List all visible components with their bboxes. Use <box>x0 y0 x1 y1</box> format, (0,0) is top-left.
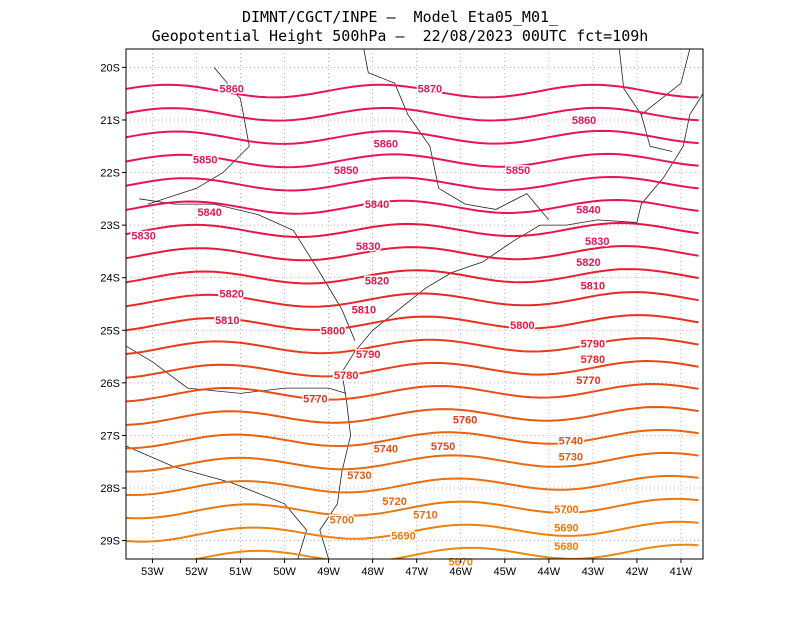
contour-line-5830 <box>126 175 699 192</box>
lon-tick-label: 42W <box>626 566 649 578</box>
lon-tick-label: 50W <box>273 566 296 578</box>
contour-labels: 5870 5860 5860 5860 5850 5850 5850 5840 5840 5840… <box>130 82 611 570</box>
contour-line-5870 <box>126 83 699 99</box>
contour-label: 5850 <box>506 165 530 177</box>
coastline-segment <box>363 49 550 221</box>
lon-tick-label: 53W <box>141 566 164 578</box>
contour-label: 5780 <box>581 354 605 366</box>
contour-line-5720 <box>126 428 699 450</box>
contour-label: 5840 <box>576 204 600 216</box>
contour-label: 5850 <box>334 165 358 177</box>
lat-tick-label: 24S <box>100 273 120 285</box>
latitude-axis: 20S 21S 22S 23S 24S 25S 26S 27S 28S 29S <box>100 62 126 548</box>
lon-tick-label: 48W <box>361 566 384 578</box>
contour-line-5700 <box>126 474 699 497</box>
contour-label: 5860 <box>374 139 398 151</box>
contour-line-5740 <box>126 382 699 403</box>
lat-tick-label: 22S <box>100 168 120 180</box>
contour-label: 5820 <box>365 275 389 287</box>
lon-tick-label: 44W <box>538 566 561 578</box>
contour-label: 5790 <box>356 349 380 361</box>
coastline-segment <box>139 198 356 341</box>
contour-label: 5770 <box>576 375 600 387</box>
contour-label: 5820 <box>219 288 243 300</box>
contour-line-5790 <box>126 268 699 285</box>
lat-tick-label: 25S <box>100 325 120 337</box>
contour-line-5820 <box>126 198 699 215</box>
contour-label: 5840 <box>197 207 221 219</box>
contour-line-5730 <box>126 405 699 426</box>
lat-tick-label: 20S <box>100 62 120 74</box>
contour-label: 5760 <box>453 415 477 427</box>
height-contours <box>126 83 699 559</box>
contour-label: 5750 <box>431 441 455 453</box>
lat-tick-label: 21S <box>100 115 120 127</box>
contour-line-5780 <box>126 291 699 308</box>
lat-tick-label: 23S <box>100 220 120 232</box>
contour-line-5690 <box>126 497 699 520</box>
contour-line-5860 <box>126 106 699 122</box>
lat-tick-label: 29S <box>100 536 120 548</box>
lon-tick-label: 46W <box>449 566 472 578</box>
contour-line-5750 <box>126 359 699 379</box>
lat-tick-label: 28S <box>100 483 120 495</box>
lon-tick-label: 49W <box>317 566 340 578</box>
contour-line-5800 <box>126 245 699 262</box>
contour-label: 5810 <box>352 304 376 316</box>
contour-label: 5830 <box>356 241 380 253</box>
contour-label: 5780 <box>334 370 358 382</box>
coastline-segment <box>641 49 691 116</box>
map-title-line-1: DIMNT/CGCT/INPE – Model Eta05_M01_ <box>241 8 559 26</box>
map-frame <box>126 49 703 559</box>
contour-label: 5790 <box>581 338 605 350</box>
contour-label: 5800 <box>321 325 345 337</box>
contour-line-5670 <box>191 543 699 559</box>
contour-label: 5730 <box>347 470 371 482</box>
contour-line-5810 <box>126 221 699 239</box>
lon-tick-label: 51W <box>229 566 252 578</box>
contour-label: 5690 <box>554 522 578 534</box>
map-title-line-2: Geopotential Height 500hPa – 22/08/2023 … <box>151 27 649 45</box>
lon-tick-label: 45W <box>493 566 516 578</box>
lat-tick-label: 27S <box>100 430 120 442</box>
lon-tick-label: 41W <box>670 566 693 578</box>
contour-label: 5860 <box>219 83 243 95</box>
contour-label: 5770 <box>303 394 327 406</box>
contour-label: 5680 <box>554 541 578 553</box>
contour-line-5840 <box>126 152 699 169</box>
contour-label: 5720 <box>382 496 406 508</box>
contour-label: 5830 <box>585 236 609 248</box>
contour-label: 5740 <box>374 444 398 456</box>
lon-tick-label: 43W <box>582 566 605 578</box>
contour-line-5680 <box>126 520 699 543</box>
contour-label: 5820 <box>576 257 600 269</box>
contour-line-5760 <box>126 337 699 355</box>
lon-tick-label: 52W <box>185 566 208 578</box>
coastline-segment <box>126 345 347 394</box>
contour-line-5710 <box>126 451 699 473</box>
contour-label: 5730 <box>559 451 583 463</box>
lon-tick-label: 47W <box>405 566 428 578</box>
contour-label: 5690 <box>391 530 415 542</box>
contour-label: 5840 <box>365 199 389 211</box>
longitude-axis: 53W 52W 51W 50W 49W 48W 47W 46W 45W 44W 43W 42W 41W <box>141 559 693 578</box>
contour-line-5850 <box>126 129 699 145</box>
contour-label: 5870 <box>418 83 442 95</box>
lat-tick-label: 26S <box>100 378 120 390</box>
map-border <box>125 48 704 560</box>
contour-label: 5700 <box>554 504 578 516</box>
contour-label: 5810 <box>581 281 605 293</box>
contour-label: 5700 <box>330 515 354 527</box>
contour-label: 5800 <box>510 320 534 332</box>
contour-label: 5710 <box>413 509 437 521</box>
contour-label: 5860 <box>572 115 596 127</box>
contour-label: 5810 <box>215 315 239 327</box>
contour-label: 5850 <box>193 154 217 166</box>
coastline-segment <box>126 445 308 559</box>
contour-label: 5830 <box>131 231 155 243</box>
contour-label: 5740 <box>559 436 583 448</box>
contour-line-5770 <box>126 314 699 332</box>
